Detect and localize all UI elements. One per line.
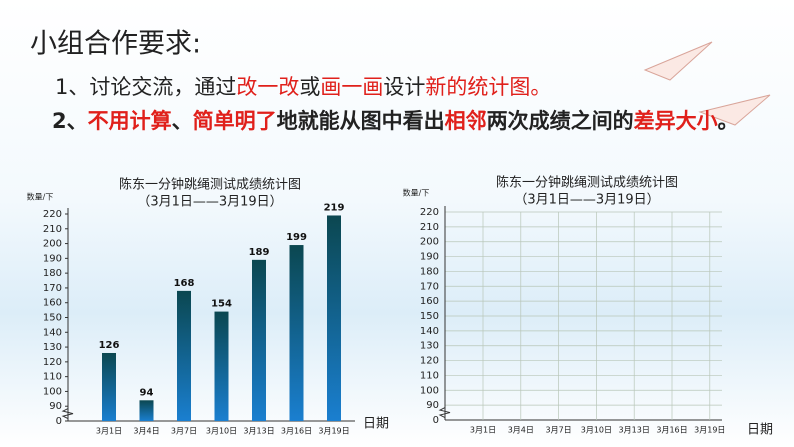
y-tick-label: 120 <box>420 356 439 367</box>
bar <box>214 311 229 421</box>
y-tick-label: 220 <box>43 209 62 220</box>
chart-subtitle: （3月1日——3月19日） <box>137 195 282 210</box>
x-tick-label: 3月19日 <box>318 427 349 436</box>
text-segment: 2、 <box>52 109 88 133</box>
x-tick-label: 3月4日 <box>133 427 159 436</box>
y-tick-label: 140 <box>43 327 62 338</box>
y-axis-label: 数量/下 <box>27 192 54 202</box>
x-axis-label: 日期 <box>747 423 773 438</box>
y-tick-label: 90 <box>426 400 439 411</box>
text-segment: 相邻 <box>445 109 487 133</box>
text-segment: 地就能从图中看出 <box>277 109 445 133</box>
text-segment: 或 <box>299 75 320 99</box>
x-tick-label: 3月16日 <box>281 427 312 436</box>
y-tick-label: 110 <box>43 372 62 383</box>
x-tick-label: 3月7日 <box>171 427 197 436</box>
bar <box>139 400 154 421</box>
y-tick-label: 160 <box>43 298 62 309</box>
chart-title: 陈东一分钟跳绳测试成绩统计图 <box>496 175 678 191</box>
value-label: 168 <box>174 278 195 289</box>
x-tick-label: 3月16日 <box>656 426 687 435</box>
requirement-line: 2、不用计算、简单明了地就能从图中看出相邻两次成绩之间的差异大小。 <box>52 109 739 133</box>
bar <box>252 259 266 421</box>
text-segment: 改一改 <box>236 75 299 99</box>
y-tick-label: 190 <box>43 253 62 264</box>
x-tick-label: 3月10日 <box>581 426 612 435</box>
y-axis-label: 数量/下 <box>403 188 430 198</box>
bar <box>177 290 191 421</box>
y-tick-label: 200 <box>43 239 62 250</box>
x-tick-label: 3月7日 <box>546 426 572 435</box>
heading: 小组合作要求: <box>30 29 201 60</box>
x-tick-label: 3月1日 <box>470 426 496 435</box>
value-label: 199 <box>286 232 307 243</box>
y-tick-label: 210 <box>43 224 62 235</box>
y-tick-label: 0 <box>433 415 439 426</box>
chart-subtitle: （3月1日——3月19日） <box>514 193 659 208</box>
bar <box>289 245 304 421</box>
y-tick-label: 190 <box>420 252 439 263</box>
axis-break <box>61 408 74 420</box>
bar <box>102 352 116 421</box>
y-tick-label: 180 <box>420 266 439 277</box>
y-tick-label: 100 <box>43 386 62 397</box>
y-tick-label: 220 <box>420 207 439 218</box>
value-label: 189 <box>249 247 270 258</box>
axis-break <box>438 407 451 419</box>
text-segment: 简单明了 <box>193 109 277 133</box>
paper-plane <box>643 41 713 81</box>
y-tick-label: 0 <box>56 416 62 427</box>
y-tick-label: 130 <box>43 342 62 353</box>
value-label: 219 <box>324 202 345 213</box>
y-tick-label: 90 <box>49 401 62 412</box>
y-tick-label: 200 <box>420 237 439 248</box>
x-tick-label: 3月19日 <box>694 426 725 435</box>
y-tick-label: 110 <box>420 370 439 381</box>
x-tick-label: 3月13日 <box>619 426 650 435</box>
y-tick-label: 100 <box>420 385 439 396</box>
y-tick-label: 210 <box>420 222 439 233</box>
text-segment: 不用计算 <box>88 109 172 133</box>
y-tick-label: 140 <box>420 326 439 337</box>
x-tick-label: 3月13日 <box>243 427 274 436</box>
text-segment: 。 <box>718 109 739 133</box>
text-segment: 新的统计图。 <box>425 75 551 99</box>
x-axis-label: 日期 <box>363 417 389 432</box>
bar <box>327 215 341 421</box>
value-label: 154 <box>211 299 232 310</box>
value-label: 126 <box>99 340 120 351</box>
text-segment: 差异大小 <box>634 109 718 133</box>
y-tick-label: 160 <box>420 296 439 307</box>
y-tick-label: 170 <box>420 281 439 292</box>
y-tick-label: 150 <box>420 311 439 322</box>
text-segment: 画一画 <box>320 75 383 99</box>
y-tick-label: 130 <box>420 341 439 352</box>
y-tick-label: 180 <box>43 268 62 279</box>
x-tick-label: 3月10日 <box>206 427 237 436</box>
text-segment: 设计 <box>383 75 425 99</box>
text-segment: 两次成绩之间的 <box>487 109 634 133</box>
value-label: 94 <box>140 387 154 398</box>
y-tick-label: 170 <box>43 283 62 294</box>
requirements: 1、讨论交流，通过改一改或画一画设计新的统计图。 2、不用计算、简单明了地就能从图… <box>52 75 739 133</box>
x-tick-label: 3月4日 <box>508 426 534 435</box>
x-tick-label: 3月1日 <box>96 427 122 436</box>
paper-plane <box>698 94 771 126</box>
y-tick-label: 120 <box>43 357 62 368</box>
text-segment: 1、讨论交流，通过 <box>55 75 236 99</box>
y-tick-label: 150 <box>43 313 62 324</box>
requirement-line: 1、讨论交流，通过改一改或画一画设计新的统计图。 <box>55 75 551 99</box>
text-segment: 、 <box>172 109 193 133</box>
chart-title: 陈东一分钟跳绳测试成绩统计图 <box>119 177 301 193</box>
